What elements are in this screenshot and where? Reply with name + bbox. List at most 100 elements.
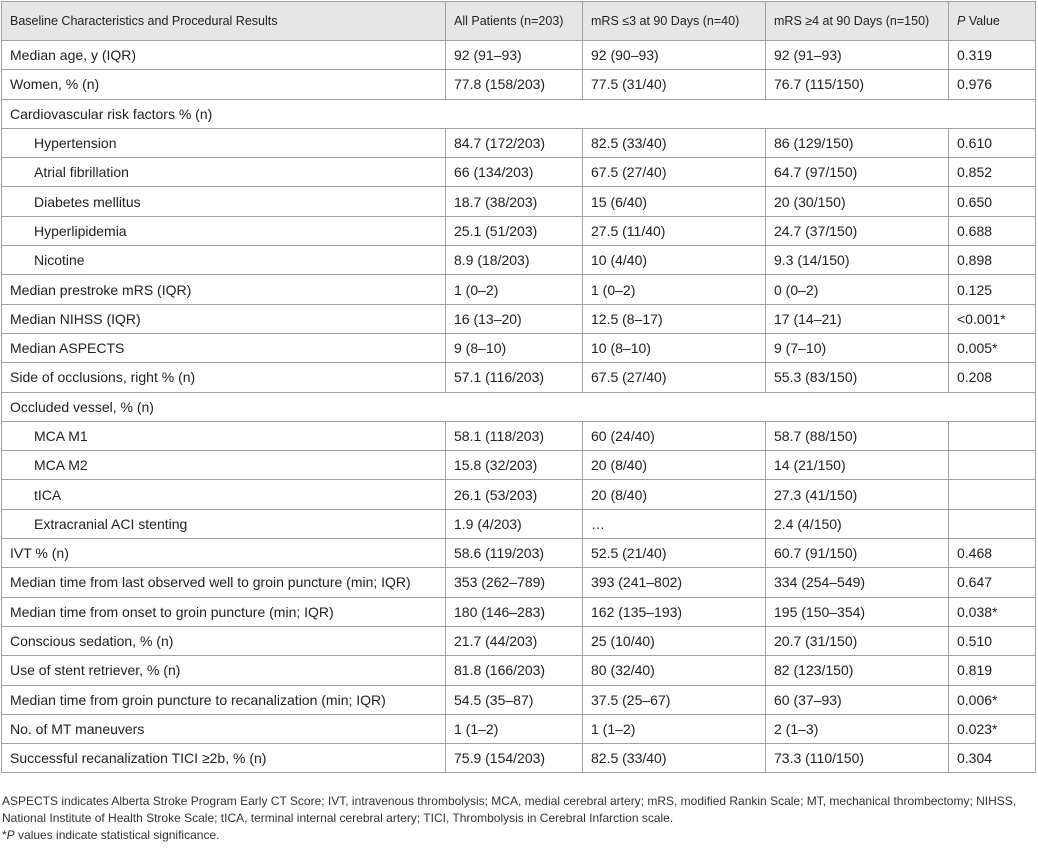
- table-cell: 15.8 (32/203): [445, 450, 583, 481]
- table-cell: 0.510: [948, 625, 1036, 657]
- table-cell: 17 (14–21): [765, 303, 949, 334]
- table-row: Successful recanalization TICI ≥2b, % (n…: [1, 743, 1036, 774]
- table-cell: 26.1 (53/203): [445, 479, 583, 510]
- table-row: Median prestroke mRS (IQR) 1 (0–2) 1 (0–2)…: [1, 274, 1036, 305]
- table-cell: 54.5 (35–87): [445, 684, 583, 715]
- table-cell: 73.3 (110/150): [765, 743, 949, 774]
- table-cell: Hyperlipidemia: [1, 215, 446, 247]
- table-cell: 84.7 (172/203): [445, 127, 583, 159]
- header-text: mRS ≤3 at 90 Days (n=40): [591, 14, 740, 28]
- table-cell: 0.468: [948, 538, 1036, 569]
- table-cell: 77.8 (158/203): [445, 69, 583, 100]
- table-row: MCA M1 58.1 (118/203) 60 (24/40) 58.7 (88/1…: [1, 420, 1036, 452]
- table-cell: 1 (0–2): [582, 274, 766, 305]
- table-cell: 67.5 (27/40): [582, 157, 766, 188]
- footnotes: ASPECTS indicates Alberta Stroke Program…: [2, 793, 1036, 844]
- section-label: Cardiovascular risk factors % (n): [1, 98, 1036, 129]
- table-row: Nicotine 8.9 (18/203) 10 (4/40) 9.3 (14/150…: [1, 245, 1036, 276]
- table-row: Median ASPECTS 9 (8–10) 10 (8–10) 9 (7–10) 0…: [1, 332, 1036, 364]
- table-cell: 81.8 (166/203): [445, 655, 583, 686]
- table-cell: 15 (6/40): [582, 186, 766, 217]
- header-text: mRS ≥4 at 90 Days (n=150): [774, 14, 930, 28]
- table-cell: 86 (129/150): [765, 127, 949, 159]
- table-cell: 77.5 (31/40): [582, 69, 766, 100]
- table-cell: 66 (134/203): [445, 157, 583, 188]
- table-cell: <0.001*: [948, 303, 1036, 334]
- table-cell: Median age, y (IQR): [1, 39, 446, 71]
- table-cell: 58.1 (118/203): [445, 420, 583, 452]
- table-row: Hypertension 84.7 (172/203) 82.5 (33/40) 86…: [1, 127, 1036, 159]
- section-row: Occluded vessel, % (n): [1, 391, 1036, 422]
- table-cell: 82 (123/150): [765, 655, 949, 686]
- footnote-text: ASPECTS indicates Alberta Stroke Program…: [2, 794, 1017, 825]
- table-row: Atrial fibrillation 66 (134/203) 67.5 (27/…: [1, 157, 1036, 188]
- table-cell: 82.5 (33/40): [582, 127, 766, 159]
- table-cell: Nicotine: [1, 245, 446, 276]
- footnote: ASPECTS indicates Alberta Stroke Program…: [2, 793, 1036, 827]
- table-cell: 60 (24/40): [582, 420, 766, 452]
- table-cell: 353 (262–789): [445, 567, 583, 598]
- table-cell: 1 (1–2): [582, 713, 766, 745]
- table-cell: 10 (4/40): [582, 245, 766, 276]
- table-cell: 25.1 (51/203): [445, 215, 583, 247]
- table-cell: Diabetes mellitus: [1, 186, 446, 217]
- table-row: Extracranial ACI stenting 1.9 (4/203)… 2.4…: [1, 508, 1036, 540]
- header-text: All Patients (n=203): [454, 14, 564, 28]
- table-body: Median age, y (IQR) 92 (91–93) 92 (90–93) 9…: [1, 39, 1036, 774]
- table-cell: 162 (135–193): [582, 596, 766, 627]
- table-row: Conscious sedation, % (n) 21.7 (44/203) 25…: [1, 625, 1036, 657]
- table-cell: 0.319: [948, 39, 1036, 71]
- table-cell: tICA: [1, 479, 446, 510]
- table-row: Median NIHSS (IQR) 16 (13–20) 12.5 (8–17) 1…: [1, 303, 1036, 334]
- table-cell: 0.208: [948, 362, 1036, 393]
- table-cell: 1 (1–2): [445, 713, 583, 745]
- table-cell: 0.304: [948, 743, 1036, 774]
- table-cell: 80 (32/40): [582, 655, 766, 686]
- table-cell: Hypertension: [1, 127, 446, 159]
- table-row: Median time from last observed well to g…: [1, 567, 1036, 598]
- table-cell: 57.1 (116/203): [445, 362, 583, 393]
- table-cell: 92 (90–93): [582, 39, 766, 71]
- table-cell: 20 (30/150): [765, 186, 949, 217]
- table-cell: 0.650: [948, 186, 1036, 217]
- table-cell: 9.3 (14/150): [765, 245, 949, 276]
- table-cell: 25 (10/40): [582, 625, 766, 657]
- table-cell: 0 (0–2): [765, 274, 949, 305]
- table-cell: [948, 479, 1036, 510]
- table-cell: 58.6 (119/203): [445, 538, 583, 569]
- table-cell: 24.7 (37/150): [765, 215, 949, 247]
- table-cell: Conscious sedation, % (n): [1, 625, 446, 657]
- table-cell: Side of occlusions, right % (n): [1, 362, 446, 393]
- table-cell: Median time from last observed well to g…: [1, 567, 446, 598]
- footnote-text: P: [6, 828, 15, 842]
- table-cell: 55.3 (83/150): [765, 362, 949, 393]
- section-label: Occluded vessel, % (n): [1, 391, 1036, 422]
- table-cell: Use of stent retriever, % (n): [1, 655, 446, 686]
- table-cell: 92 (91–93): [765, 39, 949, 71]
- table-row: IVT % (n) 58.6 (119/203) 52.5 (21/40) 60.7 …: [1, 538, 1036, 569]
- table-cell: [948, 450, 1036, 481]
- table-cell: 10 (8–10): [582, 332, 766, 364]
- table-cell: 67.5 (27/40): [582, 362, 766, 393]
- table-cell: 60 (37–93): [765, 684, 949, 715]
- table-cell: Median time from groin puncture to recan…: [1, 684, 446, 715]
- table-cell: 180 (146–283): [445, 596, 583, 627]
- table-cell: 0.647: [948, 567, 1036, 598]
- table-cell: 64.7 (97/150): [765, 157, 949, 188]
- table-cell: MCA M1: [1, 420, 446, 452]
- table-cell: 334 (254–549): [765, 567, 949, 598]
- table-cell: 9 (7–10): [765, 332, 949, 364]
- footnote-text: values indicate statistical significance…: [14, 828, 220, 842]
- table-row: Median age, y (IQR) 92 (91–93) 92 (90–93) 9…: [1, 39, 1036, 71]
- table-cell: …: [582, 508, 766, 540]
- table-cell: Women, % (n): [1, 69, 446, 100]
- header-cell: All Patients (n=203): [445, 1, 583, 41]
- table-row: Diabetes mellitus 18.7 (38/203) 15 (6/40) 2…: [1, 186, 1036, 217]
- table-cell: Median time from onset to groin puncture…: [1, 596, 446, 627]
- table-cell: 82.5 (33/40): [582, 743, 766, 774]
- table-cell: 0.023*: [948, 713, 1036, 745]
- table-cell: 37.5 (25–67): [582, 684, 766, 715]
- table-row: Women, % (n) 77.8 (158/203) 77.5 (31/40) 76…: [1, 69, 1036, 100]
- table-cell: 0.976: [948, 69, 1036, 100]
